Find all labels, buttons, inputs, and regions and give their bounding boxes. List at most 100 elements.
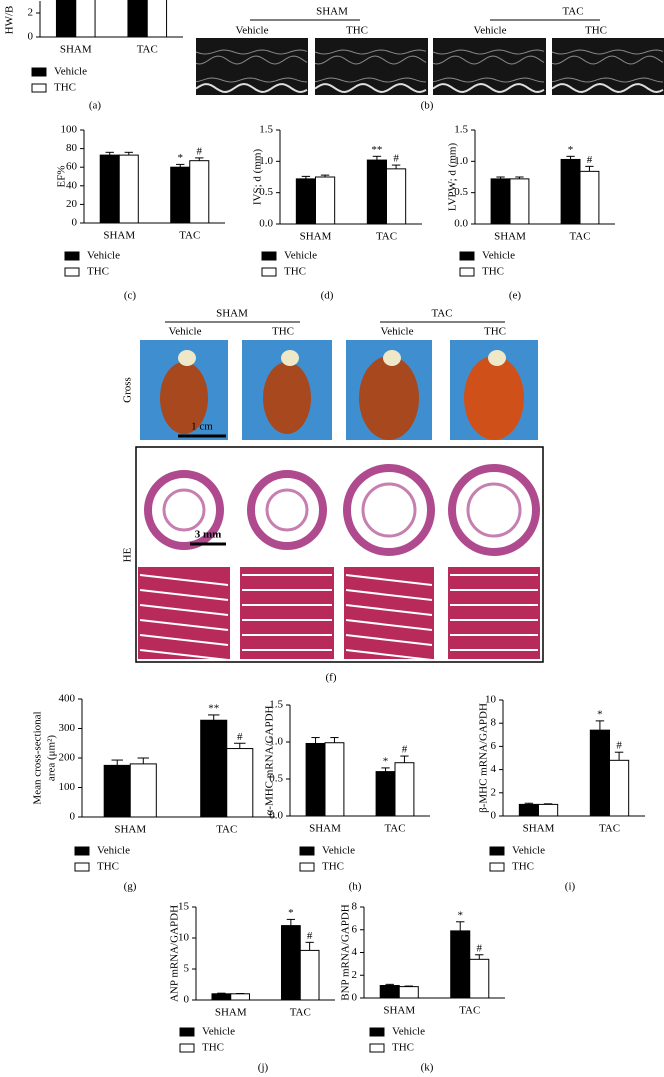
error-bar bbox=[176, 163, 185, 168]
bar bbox=[99, 154, 120, 224]
error-bar bbox=[496, 176, 505, 179]
error-bar bbox=[195, 157, 204, 161]
bar bbox=[518, 803, 540, 817]
y-tick-label: 10 bbox=[178, 932, 190, 944]
y-tick-label: 0.5 bbox=[454, 186, 468, 198]
panel-label: (j) bbox=[258, 1062, 269, 1074]
y-tick-label: 400 bbox=[59, 693, 76, 705]
x-tick-label: TAC bbox=[216, 824, 237, 836]
he-section-inner bbox=[361, 482, 417, 538]
echo-trace bbox=[432, 82, 545, 94]
echo-trace bbox=[195, 82, 308, 94]
y-axis-label: EF% bbox=[56, 166, 68, 188]
error-bar bbox=[381, 767, 390, 772]
y-tick-label: 20 bbox=[66, 198, 78, 210]
bar bbox=[315, 176, 336, 225]
echo-trace bbox=[432, 49, 545, 55]
significance: * bbox=[288, 907, 294, 919]
bar bbox=[450, 930, 471, 999]
legend-swatch bbox=[489, 846, 505, 856]
bar bbox=[75, 0, 96, 38]
error-bar bbox=[217, 992, 226, 994]
legend-label: THC bbox=[482, 266, 504, 278]
legend-label: Vehicle bbox=[482, 250, 515, 262]
y-tick-label: 0.5 bbox=[269, 773, 283, 785]
bar bbox=[469, 958, 490, 999]
y-tick-label: 0 bbox=[352, 992, 358, 1004]
y-tick-label: 300 bbox=[59, 722, 76, 734]
y-tick-label: 8 bbox=[491, 717, 497, 729]
panel-label: (g) bbox=[124, 881, 137, 893]
heart bbox=[359, 356, 419, 440]
bar bbox=[560, 158, 581, 225]
x-tick-label: TAC bbox=[599, 823, 620, 835]
legend-swatch bbox=[489, 862, 505, 872]
sub-label: Vehicle bbox=[169, 326, 202, 338]
legend-label: Vehicle bbox=[392, 1026, 425, 1038]
y-tick-label: 5 bbox=[184, 963, 190, 975]
he-tissue bbox=[240, 567, 334, 659]
error-bar bbox=[595, 720, 605, 731]
legend-label: THC bbox=[87, 266, 109, 278]
x-tick-label: TAC bbox=[179, 230, 200, 242]
significance: # bbox=[587, 154, 593, 166]
legend-label: Vehicle bbox=[97, 845, 130, 857]
legend-label: THC bbox=[54, 82, 76, 94]
significance: # bbox=[197, 145, 203, 157]
echo-trace bbox=[551, 49, 664, 55]
bar bbox=[146, 0, 168, 38]
y-tick-label: 1.0 bbox=[269, 736, 283, 748]
heart bbox=[263, 362, 311, 434]
y-axis-label: α-MHC mRNA/GAPDH bbox=[264, 705, 276, 815]
legend-label: THC bbox=[284, 266, 306, 278]
he-section-inner bbox=[162, 488, 206, 532]
panel-label: (f) bbox=[326, 672, 337, 684]
scale-label: 3 mm bbox=[195, 529, 222, 541]
bar bbox=[386, 168, 407, 225]
bar bbox=[538, 803, 559, 817]
bar bbox=[55, 0, 77, 38]
error-bar bbox=[391, 164, 401, 169]
y-tick-label: 0 bbox=[70, 811, 76, 823]
bar bbox=[324, 742, 345, 817]
legend-swatch bbox=[64, 251, 80, 261]
legend-label: Vehicle bbox=[512, 845, 545, 857]
group-label: TAC bbox=[562, 6, 583, 18]
legend-label: THC bbox=[392, 1042, 414, 1054]
bar bbox=[305, 742, 326, 817]
echo-trace bbox=[314, 77, 427, 83]
significance: * bbox=[383, 755, 389, 767]
significance: # bbox=[477, 942, 483, 954]
error-bar bbox=[330, 737, 339, 743]
sub-label: THC bbox=[346, 25, 368, 37]
y-tick-label: 6 bbox=[491, 740, 497, 752]
bar bbox=[226, 748, 254, 818]
legend-swatch bbox=[369, 1043, 385, 1053]
y-tick-label: 0.5 bbox=[259, 186, 273, 198]
bar bbox=[118, 154, 139, 224]
y-tick-label: 0 bbox=[28, 31, 34, 43]
legend-swatch bbox=[299, 846, 315, 856]
y-tick-label: 0 bbox=[184, 994, 190, 1006]
he-section bbox=[448, 464, 540, 556]
panel-label: (i) bbox=[565, 881, 576, 893]
error-bar bbox=[305, 941, 314, 951]
y-axis-label: HW/B bbox=[4, 6, 16, 35]
error-bar bbox=[524, 802, 534, 805]
panel-label: (e) bbox=[509, 290, 522, 302]
he-gap bbox=[139, 604, 229, 616]
x-tick-label: SHAM bbox=[114, 824, 146, 836]
y-tick-label: 40 bbox=[66, 179, 78, 191]
panel-label: (d) bbox=[321, 290, 334, 302]
heart bbox=[160, 362, 208, 434]
bar bbox=[398, 986, 419, 999]
panel-label: (c) bbox=[124, 290, 137, 302]
bar bbox=[589, 729, 611, 817]
significance: * bbox=[177, 152, 183, 164]
x-tick-label: TAC bbox=[290, 1007, 311, 1019]
legend-swatch bbox=[261, 251, 277, 261]
legend-swatch bbox=[179, 1027, 195, 1037]
legend-swatch bbox=[31, 67, 47, 77]
significance: * bbox=[597, 708, 603, 720]
